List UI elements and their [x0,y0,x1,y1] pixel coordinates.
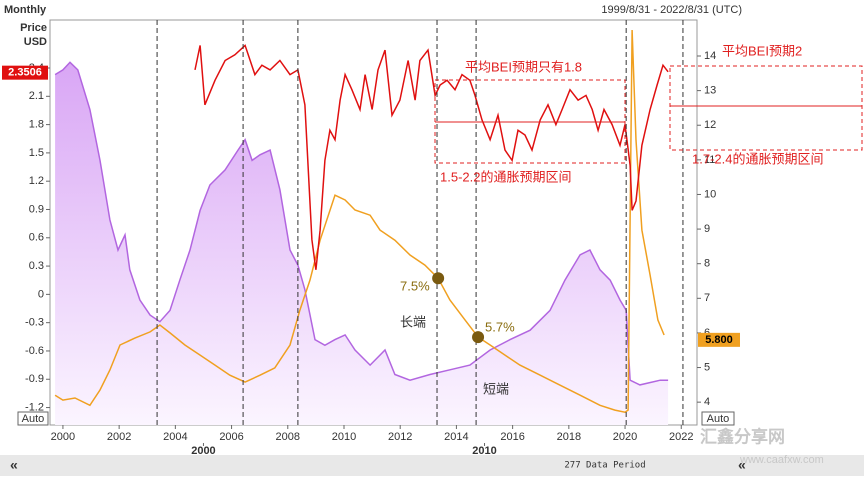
currency: USD [24,36,47,48]
decade-label: 2000 [191,445,215,457]
x-tick-label: 2006 [219,431,243,443]
x-tick-label: 2010 [332,431,356,443]
price-label: Price [20,22,47,34]
y2-tick-label: 6 [704,327,710,339]
date-range: 1999/8/31 - 2022/8/31 (UTC) [601,4,742,16]
highlight-dot [472,331,485,344]
band-box [669,65,863,151]
y2-tick-label: 11 [704,154,715,166]
last-value-tag [698,332,740,347]
y-tick-label: -0.3 [25,317,44,329]
x-tick-label: 2018 [557,431,581,443]
auto-right[interactable]: Auto [707,413,730,425]
auto-box[interactable] [701,411,735,426]
y-tick-label: 0 [38,288,44,300]
y2-tick-label: 10 [704,188,716,200]
x-tick-label: 2004 [163,431,187,443]
line [54,61,669,386]
decade-label: 2010 [472,445,496,457]
annotation: 7.5% [400,278,430,293]
last-value-label: 5.800 [705,334,733,346]
y2-tick-label: 8 [704,258,710,270]
annotation: 5.7% [485,319,515,334]
annotation: 长端 [400,314,426,329]
x-tick-label: 2012 [388,431,412,443]
auto-box[interactable] [17,411,49,426]
annotation: 平均BEI预期只有1.8 [465,59,582,74]
y2-tick-label: 9 [704,223,710,235]
last-value-tag [2,65,48,80]
y2-tick-label: 13 [704,85,716,97]
annotation: 1.5-2.2的通胀预期区间 [440,169,571,184]
x-tick-label: 2000 [51,431,75,443]
footer-bar [0,455,864,476]
line [54,29,665,413]
last-value-label: 2.3506 [8,67,42,79]
y2-tick-label: 14 [704,50,716,62]
auto-left[interactable]: Auto [22,413,45,425]
y-tick-label: 0.3 [29,260,44,272]
y2-tick-label: 12 [704,119,716,131]
y-tick-label: 1.8 [29,119,44,131]
frequency: Monthly [4,4,47,16]
area [55,62,669,426]
y-tick-label: 0.9 [29,203,44,215]
y-tick-label: -0.9 [25,373,44,385]
y-tick-label: -0.6 [25,345,44,357]
periods: 277 Data Period [564,461,645,471]
x-tick-label: 2016 [500,431,524,443]
x-tick-label: 2020 [613,431,637,443]
x-tick-label: 2022 [669,431,693,443]
annotation: 1.7-2.4的通胀预期区间 [692,151,823,166]
y2-tick-label: 4 [704,396,710,408]
x-tick-label: 2002 [107,431,131,443]
highlight-dot [432,272,445,285]
x-tick-label: 2008 [276,431,300,443]
y-tick-label: 1.5 [29,147,44,159]
y-tick-label: 0.6 [29,232,44,244]
x-tick-label: 2014 [444,431,468,443]
watermark: www.caafxw.com [739,454,824,466]
y2-tick-label: 5 [704,361,710,373]
nav-button[interactable]: « [10,457,18,473]
nav-button[interactable]: « [738,457,746,473]
y-tick-label: 2.1 [29,90,44,102]
annotation: 短端 [483,381,509,396]
line [194,44,669,270]
watermark: 汇鑫分享网 [700,426,785,446]
y-tick-label: 1.2 [29,175,44,187]
y2-tick-label: 7 [704,292,710,304]
annotation: 平均BEI预期2 [722,43,802,58]
y-tick-label: -1.2 [25,401,44,413]
